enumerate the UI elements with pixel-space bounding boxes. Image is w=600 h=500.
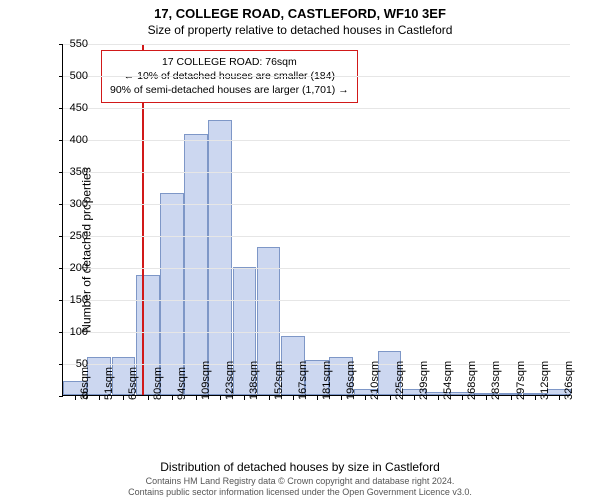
xtick-mark	[123, 396, 124, 400]
gridline-h	[63, 204, 570, 205]
ytick-label: 100	[48, 326, 88, 338]
bar	[184, 134, 208, 395]
xtick-mark	[99, 396, 100, 400]
xtick-label: 254sqm	[442, 361, 454, 400]
ytick-label: 150	[48, 294, 88, 306]
ytick-label: 250	[48, 230, 88, 242]
gridline-h	[63, 140, 570, 141]
plot-region: 17 COLLEGE ROAD: 76sqm ← 10% of detached…	[62, 44, 570, 396]
xtick-mark	[486, 396, 487, 400]
ytick-label: 350	[48, 166, 88, 178]
gridline-h	[63, 300, 570, 301]
gridline-h	[63, 332, 570, 333]
gridline-h	[63, 76, 570, 77]
xtick-label: 109sqm	[200, 361, 212, 400]
xtick-label: 181sqm	[321, 361, 333, 400]
ytick-label: 550	[48, 38, 88, 50]
xtick-label: 326sqm	[563, 361, 575, 400]
xtick-label: 94sqm	[176, 367, 188, 400]
xtick-mark	[390, 396, 391, 400]
xtick-mark	[559, 396, 560, 400]
xtick-label: 297sqm	[515, 361, 527, 400]
xtick-label: 268sqm	[466, 361, 478, 400]
footer-line2: Contains public sector information licen…	[0, 487, 600, 498]
xtick-label: 167sqm	[297, 361, 309, 400]
xtick-mark	[148, 396, 149, 400]
xtick-mark	[196, 396, 197, 400]
xtick-label: 138sqm	[248, 361, 260, 400]
annotation-line1: 17 COLLEGE ROAD: 76sqm	[110, 55, 349, 69]
gridline-h	[63, 268, 570, 269]
xtick-mark	[172, 396, 173, 400]
x-axis-label: Distribution of detached houses by size …	[0, 460, 600, 474]
xtick-label: 65sqm	[127, 367, 139, 400]
xtick-label: 283sqm	[490, 361, 502, 400]
xtick-label: 312sqm	[539, 361, 551, 400]
ytick-label: 400	[48, 134, 88, 146]
ytick-label: 0	[48, 390, 88, 402]
footer-line1: Contains HM Land Registry data © Crown c…	[0, 476, 600, 487]
xtick-mark	[220, 396, 221, 400]
xtick-mark	[244, 396, 245, 400]
xtick-mark	[365, 396, 366, 400]
bar	[208, 120, 232, 395]
xtick-mark	[293, 396, 294, 400]
ytick-label: 500	[48, 70, 88, 82]
xtick-label: 80sqm	[152, 367, 164, 400]
xtick-mark	[269, 396, 270, 400]
xtick-label: 225sqm	[394, 361, 406, 400]
xtick-mark	[317, 396, 318, 400]
title-sub: Size of property relative to detached ho…	[0, 21, 600, 41]
xtick-label: 196sqm	[345, 361, 357, 400]
xtick-label: 123sqm	[224, 361, 236, 400]
xtick-label: 210sqm	[369, 361, 381, 400]
gridline-h	[63, 44, 570, 45]
ytick-label: 450	[48, 102, 88, 114]
xtick-mark	[438, 396, 439, 400]
xtick-label: 239sqm	[418, 361, 430, 400]
annotation-line3: 90% of semi-detached houses are larger (…	[110, 83, 349, 97]
chart-area: Number of detached properties 17 COLLEGE…	[0, 40, 600, 460]
gridline-h	[63, 236, 570, 237]
ytick-label: 200	[48, 262, 88, 274]
xtick-mark	[414, 396, 415, 400]
ytick-label: 300	[48, 198, 88, 210]
xtick-label: 51sqm	[103, 367, 115, 400]
title-main: 17, COLLEGE ROAD, CASTLEFORD, WF10 3EF	[0, 0, 600, 21]
xtick-mark	[511, 396, 512, 400]
ytick-label: 50	[48, 358, 88, 370]
xtick-mark	[535, 396, 536, 400]
gridline-h	[63, 108, 570, 109]
xtick-mark	[462, 396, 463, 400]
xtick-label: 152sqm	[273, 361, 285, 400]
footer-attribution: Contains HM Land Registry data © Crown c…	[0, 476, 600, 499]
gridline-h	[63, 172, 570, 173]
xtick-mark	[341, 396, 342, 400]
